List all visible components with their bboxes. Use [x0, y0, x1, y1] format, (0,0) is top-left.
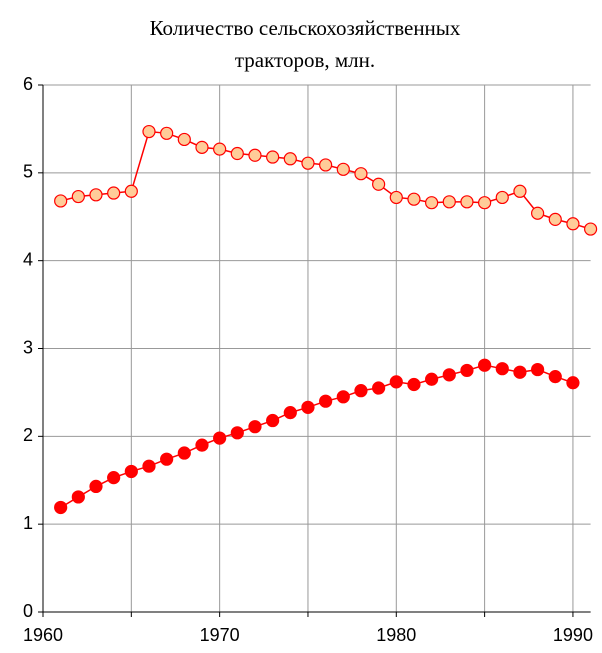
data-point [460, 195, 474, 209]
data-point [389, 190, 403, 205]
x-tick-label: 1960 [23, 625, 63, 645]
data-point [213, 142, 227, 156]
data-point [107, 471, 121, 485]
data-point [89, 479, 103, 493]
data-point [372, 177, 386, 191]
data-point [142, 124, 156, 139]
data-point [566, 217, 580, 231]
data-point [266, 413, 280, 428]
data-point [319, 394, 333, 408]
data-point [354, 167, 368, 181]
data-point [495, 362, 509, 376]
x-tick-label: 1980 [376, 625, 416, 645]
data-point [54, 500, 68, 515]
data-point [531, 206, 545, 220]
x-tick-label: 1990 [553, 625, 593, 645]
data-point [531, 362, 545, 377]
data-point [407, 192, 421, 206]
data-point [407, 377, 421, 392]
y-tick-label: 3 [23, 337, 33, 357]
data-point [301, 156, 315, 170]
data-point [336, 162, 350, 176]
data-point [319, 158, 333, 172]
data-point [354, 384, 368, 398]
y-tick-label: 6 [23, 74, 33, 94]
data-point [301, 400, 315, 414]
data-point [583, 222, 598, 236]
data-point [389, 375, 403, 389]
data-point [425, 196, 439, 210]
data-point [283, 152, 297, 166]
data-point [195, 140, 209, 154]
y-tick-label: 5 [23, 162, 33, 182]
data-point [425, 372, 439, 386]
data-point [177, 132, 191, 147]
data-point [548, 212, 562, 226]
data-point [160, 452, 174, 466]
data-point [513, 184, 527, 198]
data-point [54, 194, 68, 208]
data-point [177, 446, 191, 460]
y-tick-label: 1 [23, 513, 33, 533]
data-point [283, 406, 297, 420]
data-point [89, 188, 103, 202]
data-point [495, 190, 509, 205]
data-point [442, 368, 456, 382]
data-point [336, 390, 350, 404]
data-point [107, 186, 121, 200]
data-point [124, 464, 138, 479]
series-line [60, 130, 591, 230]
data-point [124, 184, 138, 198]
data-point [513, 365, 527, 379]
chart-title: тракторов, млн. [235, 48, 375, 72]
x-tick-label: 1970 [200, 625, 240, 645]
data-point [478, 196, 492, 210]
y-tick-label: 2 [23, 425, 33, 445]
data-point [248, 420, 262, 434]
chart-title: Количество сельскохозяйственных [150, 16, 461, 40]
data-point [230, 426, 244, 440]
data-point [372, 381, 386, 395]
data-point [478, 358, 492, 372]
data-point [195, 438, 209, 452]
data-point [566, 376, 580, 390]
data-point [442, 195, 456, 209]
data-point [460, 363, 474, 378]
data-point [71, 490, 85, 504]
data-point [248, 148, 262, 162]
y-tick-label: 4 [23, 249, 33, 269]
data-point [71, 189, 85, 204]
data-point [230, 146, 244, 161]
data-point [266, 150, 280, 164]
data-point [548, 370, 562, 384]
data-point [142, 459, 156, 473]
data-point [160, 126, 174, 140]
y-tick-label: 0 [23, 601, 33, 621]
data-point [213, 431, 227, 445]
